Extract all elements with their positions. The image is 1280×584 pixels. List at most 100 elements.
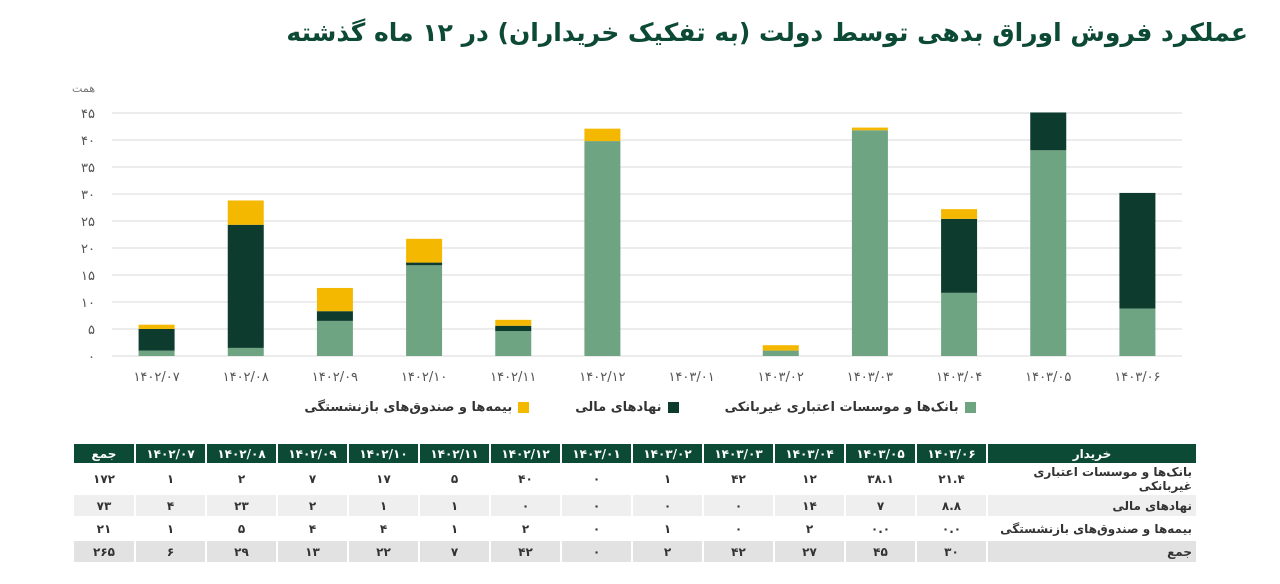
- table-cell: ۰: [704, 495, 773, 516]
- x-tick-label: ۱۴۰۳/۰۶: [1114, 370, 1160, 385]
- y-tick-label: ۵: [88, 323, 95, 338]
- y-tick-label: ۴۰: [81, 134, 95, 149]
- table-cell: ۴: [278, 518, 347, 539]
- table-cell: ۲۱: [74, 518, 134, 539]
- table-cell: ۳۰: [917, 541, 986, 562]
- x-tick-label: ۱۴۰۲/۰۷: [133, 370, 179, 385]
- table-cell: ۴۲: [491, 541, 560, 562]
- legend-swatch: [667, 402, 679, 413]
- legend-swatch: [964, 402, 976, 413]
- table-column-header: ۱۴۰۲/۱۰: [349, 444, 418, 463]
- y-tick-label: ۳۰: [81, 188, 95, 203]
- bar-segment-financial: [495, 325, 532, 332]
- bar-segment-banks: [316, 320, 353, 356]
- bar-segment-banks: [1030, 150, 1067, 356]
- table-cell: ۰.۰: [846, 518, 915, 539]
- table-cell: ۱: [633, 518, 702, 539]
- legend-item-financial: نهادهای مالی: [575, 400, 679, 415]
- x-tick-label: ۱۴۰۲/۰۹: [312, 370, 358, 385]
- bar-segment-financial: [138, 329, 175, 351]
- table-cell: ۲: [491, 518, 560, 539]
- table-column-header: ۱۴۰۲/۰۷: [136, 444, 205, 463]
- stacked-bar-chart: همت ۰ ۵ ۱۰ ۱۵ ۲۰ ۲۵ ۳۰ ۳۵ ۴۰ ۴۵ ۱۴۰۲/۰۷ ۱۴۰۲/۰۸ ۱۴۰۲/…: [72, 82, 1182, 385]
- x-tick-label: ۱۴۰۲/۰۸: [223, 370, 269, 385]
- x-tick-label: ۱۴۰۳/۰۳: [847, 370, 893, 385]
- table-cell: ۲۳: [207, 495, 276, 516]
- table-cell: ۰: [562, 465, 631, 493]
- legend-item-banks: بانک‌ها و موسسات اعتباری غیربانکی: [725, 400, 976, 415]
- table-cell: ۱۳: [278, 541, 347, 562]
- table-column-header: ۱۴۰۲/۱۲: [491, 444, 560, 463]
- table-cell: ۴۲: [704, 541, 773, 562]
- y-tick-label: ۰: [88, 350, 95, 365]
- table-cell: ۰: [704, 518, 773, 539]
- table-row: ۷۳ ۴ ۲۳ ۲ ۱ ۱ ۰ ۰ ۰ ۰ ۱۴ ۷ ۸.۸ نهادهای مالی: [74, 495, 1196, 516]
- table-column-header: ۱۴۰۳/۰۶: [917, 444, 986, 463]
- table-row-label: بانک‌ها و موسسات اعتباری غیربانکی: [988, 465, 1196, 493]
- table-cell: ۴: [136, 495, 205, 516]
- table-cell: ۸.۸: [917, 495, 986, 516]
- bar-segment-banks: [138, 350, 175, 356]
- table-header-row: جمع ۱۴۰۲/۰۷ ۱۴۰۲/۰۸ ۱۴۰۲/۰۹ ۱۴۰۲/۱۰ ۱۴۰۲/۱۱ ۱۴…: [74, 444, 1196, 463]
- table-column-header: ۱۴۰۳/۰۳: [704, 444, 773, 463]
- table-cell: ۷۳: [74, 495, 134, 516]
- table-cell: ۶: [136, 541, 205, 562]
- table-column-header: ۱۴۰۳/۰۴: [775, 444, 844, 463]
- table-cell: ۲: [775, 518, 844, 539]
- table-cell: ۱: [420, 495, 489, 516]
- table-cell: ۲۹: [207, 541, 276, 562]
- x-tick-label: ۱۴۰۲/۱۲: [579, 370, 625, 385]
- y-tick-label: ۱۵: [81, 269, 95, 284]
- table-column-header: ۱۴۰۳/۰۱: [562, 444, 631, 463]
- bar-segment-insurance: [406, 238, 443, 263]
- table-row: ۲۶۵ ۶ ۲۹ ۱۳ ۲۲ ۷ ۴۲ ۰ ۲ ۴۲ ۲۷ ۴۵ ۳۰ جمع: [74, 541, 1196, 562]
- bar-segment-banks: [851, 130, 888, 356]
- table-cell: ۲۶۵: [74, 541, 134, 562]
- bar-segment-financial: [1030, 112, 1067, 151]
- table-cell: ۳۸.۱: [846, 465, 915, 493]
- table-cell: ۰: [633, 495, 702, 516]
- table-column-header: جمع: [74, 444, 134, 463]
- bar-segment-insurance: [227, 200, 264, 225]
- bar-segment-financial: [941, 218, 978, 293]
- x-tick-label: ۱۴۰۳/۰۱: [668, 370, 714, 385]
- table-column-header: ۱۴۰۲/۰۹: [278, 444, 347, 463]
- table-cell: ۱: [349, 495, 418, 516]
- bar-segment-insurance: [138, 324, 175, 329]
- bar-segment-banks: [584, 141, 621, 356]
- table-row: ۲۱ ۱ ۵ ۴ ۴ ۱ ۲ ۰ ۱ ۰ ۲ ۰.۰ ۰.۰ بیمه‌ها و صندوق‌های با…: [74, 518, 1196, 539]
- table-cell: ۱: [633, 465, 702, 493]
- table-cell: ۴۰: [491, 465, 560, 493]
- table-cell: ۲۷: [775, 541, 844, 562]
- table-cell: ۴۵: [846, 541, 915, 562]
- table-cell: ۴۲: [704, 465, 773, 493]
- legend-label: بیمه‌ها و صندوق‌های بازنشستگی: [304, 400, 513, 415]
- table-cell: ۱: [136, 465, 205, 493]
- table-column-header: ۱۴۰۳/۰۲: [633, 444, 702, 463]
- table-cell: ۷: [846, 495, 915, 516]
- table-row-label: بیمه‌ها و صندوق‌های بازنشستگی: [988, 518, 1196, 539]
- table-cell: ۰: [562, 518, 631, 539]
- legend-label: بانک‌ها و موسسات اعتباری غیربانکی: [724, 400, 959, 415]
- table-row: ۱۷۲ ۱ ۲ ۷ ۱۷ ۵ ۴۰ ۰ ۱ ۴۲ ۱۲ ۳۸.۱ ۲۱.۴ بانک‌ها و موسسا…: [74, 465, 1196, 493]
- y-tick-label: ۳۵: [81, 161, 95, 176]
- y-tick-label: ۲۵: [81, 215, 95, 230]
- table-cell: ۰: [562, 495, 631, 516]
- chart-legend: بانک‌ها و موسسات اعتباری غیربانکی نهادهای…: [0, 400, 1280, 415]
- bar-segment-banks: [1119, 308, 1156, 356]
- bar-segment-banks: [762, 350, 799, 356]
- table-cell: ۴: [349, 518, 418, 539]
- table-body: ۱۷۲ ۱ ۲ ۷ ۱۷ ۵ ۴۰ ۰ ۱ ۴۲ ۱۲ ۳۸.۱ ۲۱.۴ بانک‌ها و موسسا…: [74, 465, 1196, 562]
- table-cell: ۵: [420, 465, 489, 493]
- table-row-label: نهادهای مالی: [988, 495, 1196, 516]
- table-cell: ۱۴: [775, 495, 844, 516]
- table-cell: ۱: [136, 518, 205, 539]
- table-cell: ۲: [207, 465, 276, 493]
- bar-segment-insurance: [584, 128, 621, 142]
- bar-segment-financial: [227, 224, 264, 348]
- x-tick-label: ۱۴۰۲/۱۱: [490, 370, 536, 385]
- bar-segment-banks: [941, 292, 978, 356]
- table-cell: ۷: [420, 541, 489, 562]
- table-cell: ۷: [278, 465, 347, 493]
- bar-segment-insurance: [851, 127, 888, 131]
